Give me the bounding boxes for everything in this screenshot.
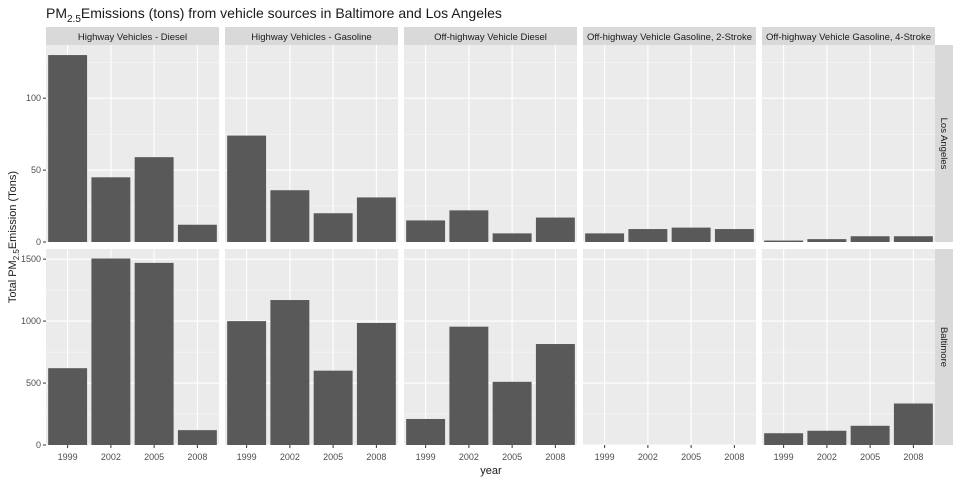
row-strip-los-angeles: [935, 45, 953, 242]
bar-baltimore-highway-vehicles-gasoline-2005: [313, 370, 353, 445]
x-tick-label: 2005: [323, 452, 343, 462]
x-tick-label: 2002: [638, 452, 658, 462]
facet-strip-label: Highway Vehicles - Diesel: [78, 32, 187, 43]
x-tick-label: 1999: [774, 452, 794, 462]
panel-baltimore-off-highway-vehicle-gasoline-2-stroke: [583, 249, 756, 446]
panel-baltimore-off-highway-vehicle-diesel: [404, 249, 577, 446]
x-tick-label: 2008: [545, 452, 565, 462]
row-strip-label: Los Angeles: [938, 118, 949, 170]
bar-los-angeles-off-highway-vehicle-diesel-1999: [406, 220, 446, 242]
bar-los-angeles-highway-vehicles-gasoline-2002: [270, 190, 310, 242]
bar-los-angeles-off-highway-vehicle-diesel-2008: [535, 217, 575, 242]
bar-baltimore-off-highway-vehicle-diesel-2005: [492, 381, 532, 445]
x-tick-label: 1999: [58, 452, 78, 462]
bar-baltimore-off-highway-vehicle-gasoline-4-stroke-1999: [764, 433, 804, 445]
y-tick-label: 50: [31, 165, 41, 175]
x-tick-label: 2005: [860, 452, 880, 462]
bar-baltimore-off-highway-vehicle-gasoline-4-stroke-2008: [893, 403, 933, 445]
x-tick-label: 1999: [416, 452, 436, 462]
row-strip-baltimore: [935, 249, 953, 445]
x-tick-label: 2008: [724, 452, 744, 462]
facet-strip-label: Off-highway Vehicle Diesel: [434, 32, 547, 43]
bar-los-angeles-highway-vehicles-diesel-2005: [134, 157, 174, 242]
x-tick-label: 2005: [144, 452, 164, 462]
panel-baltimore-highway-vehicles-gasoline: [225, 249, 398, 446]
y-axis-label: Total PM2.5Emission (Tons): [7, 171, 21, 303]
bar-los-angeles-highway-vehicles-gasoline-2008: [356, 197, 396, 242]
bar-los-angeles-off-highway-vehicle-gasoline-2-stroke-1999: [585, 233, 625, 242]
y-tick-label: 0: [36, 237, 41, 247]
bar-los-angeles-highway-vehicles-gasoline-1999: [227, 135, 267, 242]
bar-los-angeles-off-highway-vehicle-gasoline-2-stroke-2002: [628, 229, 668, 242]
panel-los-angeles-highway-vehicles-gasoline: [225, 45, 398, 243]
x-tick-label: 1999: [237, 452, 257, 462]
bar-los-angeles-highway-vehicles-diesel-1999: [48, 55, 88, 243]
panel-background: [583, 249, 756, 445]
bar-baltimore-off-highway-vehicle-diesel-2008: [535, 344, 575, 445]
y-tick-label: 1000: [21, 316, 41, 326]
x-axis-label: year: [480, 465, 502, 477]
bar-los-angeles-off-highway-vehicle-gasoline-2-stroke-2005: [671, 227, 711, 242]
x-tick-label: 2002: [101, 452, 121, 462]
chart-title: PM2.5Emissions (tons) from vehicle sourc…: [46, 5, 502, 25]
y-tick-label: 500: [26, 378, 41, 388]
x-tick-label: 2008: [903, 452, 923, 462]
bar-baltimore-highway-vehicles-gasoline-2008: [356, 322, 396, 445]
bar-los-angeles-off-highway-vehicle-diesel-2005: [492, 233, 532, 242]
panel-background: [762, 45, 935, 242]
bar-los-angeles-highway-vehicles-diesel-2002: [91, 177, 131, 242]
y-tick-label: 100: [26, 93, 41, 103]
panel-baltimore-highway-vehicles-diesel: [46, 249, 219, 446]
panel-los-angeles-off-highway-vehicle-diesel: [404, 45, 577, 243]
bar-baltimore-off-highway-vehicle-gasoline-4-stroke-2002: [807, 430, 847, 445]
y-tick-label: 1500: [21, 254, 41, 264]
panel-los-angeles-highway-vehicles-diesel: [46, 45, 219, 243]
panel-baltimore-off-highway-vehicle-gasoline-4-stroke: [762, 249, 935, 446]
bar-los-angeles-highway-vehicles-gasoline-2005: [313, 213, 353, 242]
bar-baltimore-highway-vehicles-gasoline-2002: [270, 300, 310, 445]
bar-baltimore-off-highway-vehicle-diesel-1999: [406, 418, 446, 445]
bar-los-angeles-off-highway-vehicle-gasoline-4-stroke-2002: [807, 239, 847, 242]
x-tick-label: 2005: [681, 452, 701, 462]
panel-los-angeles-off-highway-vehicle-gasoline-2-stroke: [583, 45, 756, 243]
y-tick-label: 0: [36, 440, 41, 450]
facet-strip-label: Off-highway Vehicle Gasoline, 4-Stroke: [766, 32, 931, 43]
x-tick-label: 1999: [595, 452, 615, 462]
bar-los-angeles-off-highway-vehicle-gasoline-2-stroke-2008: [714, 229, 754, 242]
bar-baltimore-off-highway-vehicle-diesel-2002: [449, 326, 489, 445]
bar-baltimore-highway-vehicles-diesel-2008: [177, 430, 217, 445]
facet-strip-label: Highway Vehicles - Gasoline: [251, 32, 371, 43]
bar-los-angeles-highway-vehicles-diesel-2008: [177, 224, 217, 242]
panel-background: [404, 45, 577, 242]
bar-baltimore-highway-vehicles-gasoline-1999: [227, 321, 267, 445]
x-tick-label: 2008: [187, 452, 207, 462]
facet-grid: Highway Vehicles - Diesel Highway Vehicle…: [21, 27, 953, 462]
bar-baltimore-highway-vehicles-diesel-2002: [91, 258, 131, 445]
panel-los-angeles-off-highway-vehicle-gasoline-4-stroke: [762, 45, 935, 243]
bar-baltimore-highway-vehicles-diesel-1999: [48, 368, 88, 445]
x-tick-label: 2002: [459, 452, 479, 462]
facet-strip-label: Off-highway Vehicle Gasoline, 2-Stroke: [587, 32, 752, 43]
facet-strip-off-highway-vehicle-gasoline-4-stroke: [762, 27, 935, 45]
x-tick-label: 2002: [817, 452, 837, 462]
x-tick-label: 2005: [502, 452, 522, 462]
bar-los-angeles-off-highway-vehicle-diesel-2002: [449, 210, 489, 242]
bar-los-angeles-off-highway-vehicle-gasoline-4-stroke-2005: [850, 236, 890, 242]
facet-strip-off-highway-vehicle-gasoline-2-stroke: [583, 27, 756, 45]
panel-background: [583, 45, 756, 242]
bar-baltimore-off-highway-vehicle-gasoline-4-stroke-2005: [850, 425, 890, 445]
x-tick-label: 2002: [280, 452, 300, 462]
bar-los-angeles-off-highway-vehicle-gasoline-4-stroke-2008: [893, 236, 933, 242]
facet-strip-highway-vehicles-gasoline: [225, 27, 398, 45]
bar-los-angeles-off-highway-vehicle-gasoline-4-stroke-1999: [764, 240, 804, 242]
bar-baltimore-highway-vehicles-diesel-2005: [134, 262, 174, 445]
facet-strip-off-highway-vehicle-diesel: [404, 27, 577, 45]
row-strip-label: Baltimore: [938, 327, 949, 367]
x-tick-label: 2008: [366, 452, 386, 462]
facet-strip-highway-vehicles-diesel: [46, 27, 219, 45]
